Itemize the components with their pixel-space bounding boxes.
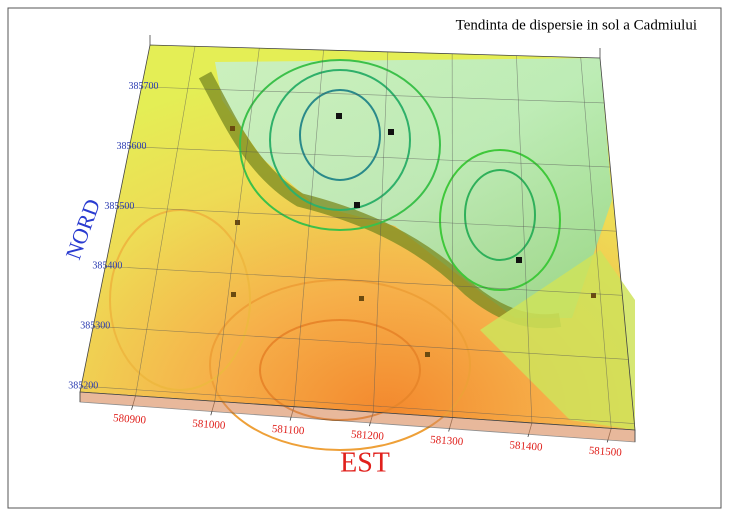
frame [7,7,722,509]
x-tick-label: 581200 [351,428,385,442]
grid-line [516,55,533,423]
grid-line [373,51,389,413]
grid-line [129,146,611,168]
grid-line [214,48,260,402]
y-tick-label: 385400 [92,261,122,272]
title-box [382,12,702,36]
x-tick-label: 581100 [271,423,305,437]
grid-line [117,206,617,232]
surface-lowright [480,250,635,430]
y-tick-label: 385700 [129,81,159,92]
grid-line [81,385,635,424]
y-tick-label: 385200 [68,380,98,391]
grid-line [293,49,324,407]
grid-line [141,86,605,104]
x-tick-label: 580900 [113,412,147,426]
y-tick-label: 385600 [116,141,146,152]
grid-line [580,57,612,429]
x-tick-label: 581300 [430,434,464,448]
y-axis-label: NORD [60,196,105,263]
x-axis-label: EST [340,447,390,478]
contours [109,59,561,451]
x-tick-label: 581500 [588,445,622,459]
x-tick-label: 581000 [192,418,226,432]
box [79,35,636,443]
y-tick-label: 385500 [104,201,134,212]
grid-line [451,53,453,418]
surface-green [215,58,612,318]
surface [80,45,635,451]
grid-line [105,266,623,296]
y-tick-label: 385300 [80,320,110,331]
chart-title: Tendinta de dispersie in sol a Cadmiului [456,17,697,33]
x-tick-label: 581400 [509,439,543,453]
grid-line [93,325,629,360]
grid-line [135,46,196,396]
